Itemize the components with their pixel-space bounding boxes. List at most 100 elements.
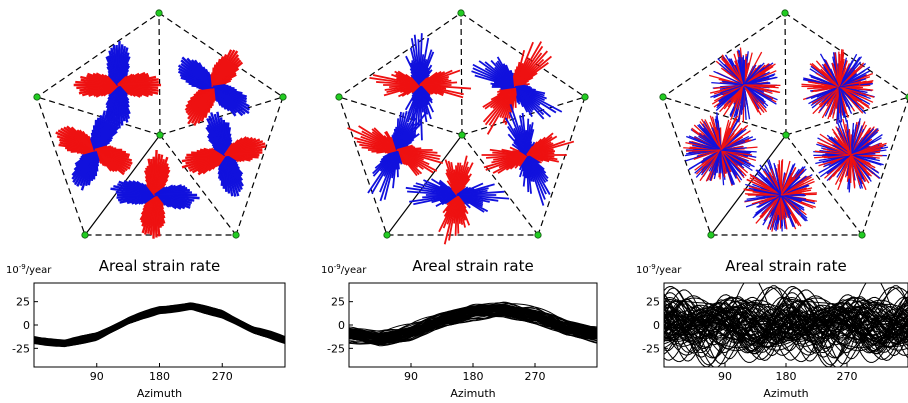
strain-ray: [780, 160, 791, 196]
strain-glyph: [813, 118, 889, 193]
strain-ray: [94, 147, 117, 152]
strain-ray: [850, 127, 863, 156]
strain-glyph: [181, 111, 267, 197]
strain-curve: [349, 304, 597, 335]
chart-2: Areal strain rate 10-9/year 25 0 -25 90 180 270…: [321, 257, 598, 400]
strain-ray: [743, 71, 770, 86]
strain-ray: [738, 84, 745, 122]
pentagon-outline: [36, 12, 284, 236]
strain-glyph: [471, 41, 563, 135]
network-node: [383, 231, 391, 239]
strain-ray: [686, 135, 722, 151]
strain-ray: [819, 133, 852, 156]
strain-ray: [685, 149, 722, 152]
chart-title: Areal strain rate: [99, 257, 220, 275]
strain-ray: [693, 149, 722, 160]
network-node: [659, 93, 667, 101]
y-tick-label: 0: [23, 319, 30, 332]
strain-ray: [834, 52, 840, 88]
strain-ray: [743, 84, 751, 120]
strain-ray: [850, 131, 879, 156]
curve-group: [349, 301, 597, 347]
strain-ray: [720, 149, 745, 165]
strain-ray: [780, 177, 796, 196]
network-node: [781, 9, 789, 17]
strain-curve: [664, 305, 908, 351]
strain-ray: [713, 70, 745, 86]
strain-glyph: [481, 104, 575, 206]
x-tick-label: 180: [463, 370, 484, 383]
y-tick-label: 25: [16, 296, 30, 309]
strain-ray: [710, 132, 722, 151]
network-node: [279, 93, 287, 101]
strain-glyph: [347, 100, 444, 202]
strain-ray: [848, 129, 852, 156]
strain-ray: [850, 133, 869, 156]
chart-1: Areal strain rate 10-9/year 25 0 -25 90 180 270…: [6, 257, 286, 400]
strain-ray: [838, 86, 868, 101]
strain-ray: [713, 84, 745, 102]
strain-curve: [664, 303, 908, 339]
strain-ray: [756, 169, 782, 196]
strain-ray: [731, 84, 745, 102]
network-node: [33, 93, 41, 101]
chart-3: Areal strain rate 10-9/year 25 0 -25 90 180 270…: [636, 257, 908, 400]
strain-curve: [664, 307, 908, 341]
pentagon-outline: [338, 12, 586, 236]
network-node: [156, 131, 164, 139]
x-tick-label: 180: [776, 370, 797, 383]
strain-ray: [838, 86, 853, 114]
strain-ray: [759, 194, 782, 218]
strain-ray: [835, 86, 840, 109]
y-unit-label: 10-9/year: [321, 263, 367, 276]
strain-ray: [720, 119, 730, 151]
strain-ray: [838, 64, 859, 88]
strain-ray: [780, 194, 807, 201]
triangle-edge: [461, 134, 539, 236]
strain-glyph: [801, 49, 875, 124]
strain-curve: [664, 297, 908, 343]
strain-curve: [664, 313, 908, 340]
strain-curve: [664, 313, 908, 349]
strain-ray: [716, 84, 745, 109]
strain-ray: [724, 80, 745, 86]
strain-ray: [720, 149, 757, 162]
y-tick-label: 25: [646, 296, 660, 309]
strain-ray: [823, 58, 840, 88]
strain-ray: [704, 149, 722, 167]
strain-curve: [349, 303, 597, 339]
strain-ray: [815, 72, 840, 88]
strain-ray: [838, 65, 864, 88]
strain-ray: [850, 154, 870, 184]
strain-ray: [775, 194, 782, 221]
network-node: [232, 231, 240, 239]
strain-ray: [720, 140, 746, 151]
strain-ray: [743, 68, 768, 86]
strain-ray: [780, 194, 794, 225]
strain-ray: [780, 194, 808, 219]
strain-ray: [699, 149, 722, 182]
strain-ray: [720, 149, 732, 173]
strain-map-3: [659, 9, 908, 239]
strain-ray: [753, 188, 782, 196]
strain-ray: [743, 64, 757, 86]
strain-ray: [807, 81, 840, 88]
strain-ray: [419, 81, 458, 86]
strain-curve: [664, 302, 908, 346]
strain-glyph: [369, 33, 472, 141]
strain-ray: [715, 126, 722, 151]
strain-ray: [768, 194, 782, 224]
network-node: [858, 231, 866, 239]
network-node: [534, 231, 542, 239]
strain-ray: [713, 149, 722, 176]
strain-glyph: [708, 47, 781, 123]
strain-curve: [349, 307, 597, 341]
strain-ray: [838, 60, 848, 88]
strain-curve: [664, 302, 908, 363]
chart-title: Areal strain rate: [412, 257, 533, 275]
strain-map-2: [335, 9, 589, 245]
strain-ray: [780, 175, 808, 196]
strain-ray: [749, 173, 782, 196]
strain-ray: [780, 175, 792, 196]
